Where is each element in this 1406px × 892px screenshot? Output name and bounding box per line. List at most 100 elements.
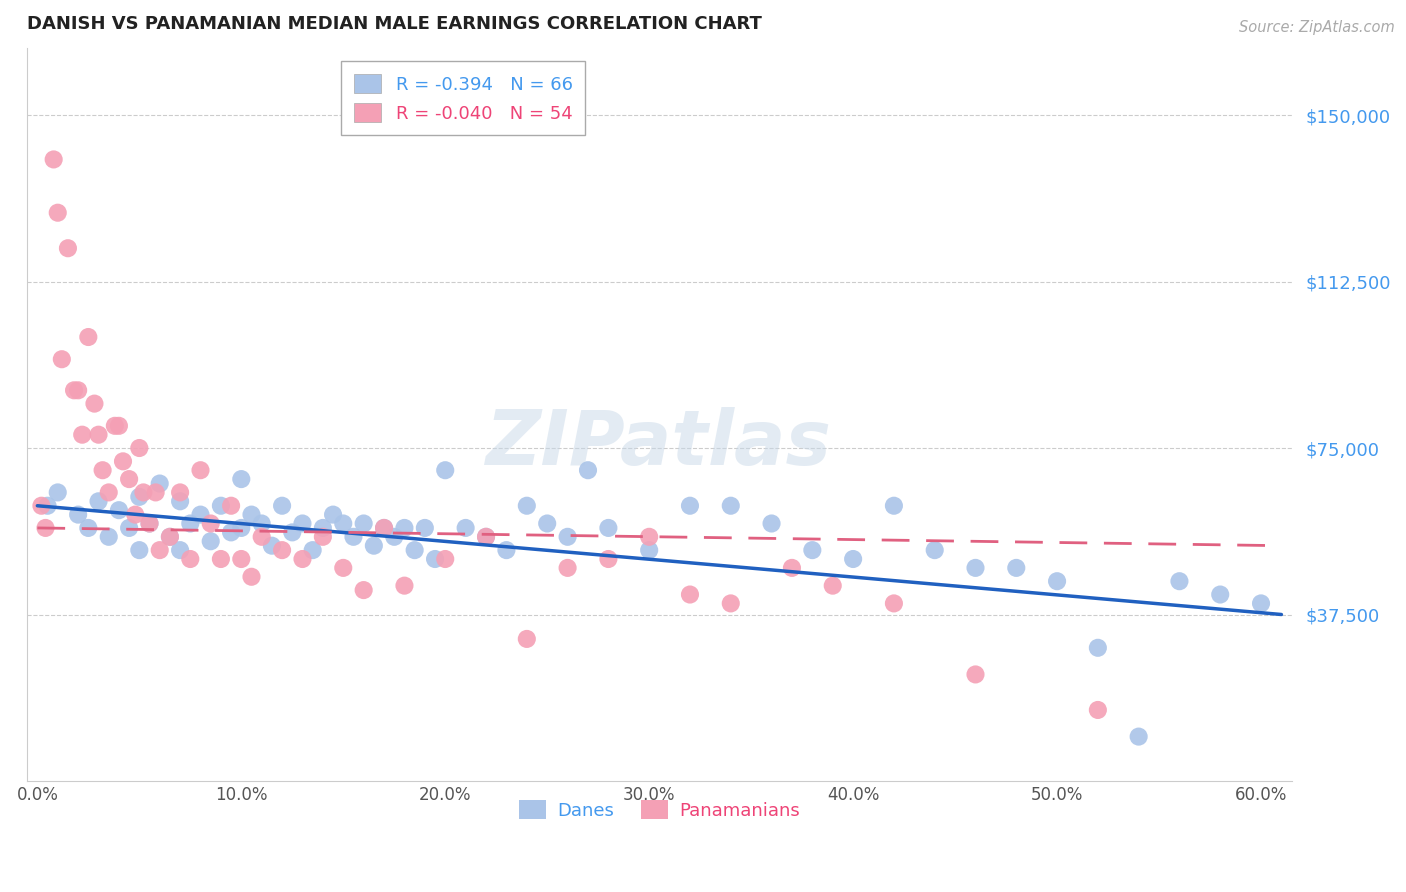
Point xyxy=(394,579,416,593)
Point xyxy=(128,490,150,504)
Point xyxy=(301,543,323,558)
Point xyxy=(475,530,498,544)
Point xyxy=(434,463,457,477)
Point xyxy=(1168,574,1191,589)
Point xyxy=(271,499,294,513)
Point xyxy=(434,552,457,566)
Point xyxy=(312,521,335,535)
Point xyxy=(363,539,385,553)
Point xyxy=(145,485,167,500)
Point xyxy=(1046,574,1069,589)
Point xyxy=(240,508,263,522)
Point xyxy=(801,543,824,558)
Point xyxy=(454,521,477,535)
Point xyxy=(720,499,742,513)
Point xyxy=(149,543,172,558)
Point xyxy=(70,427,93,442)
Point xyxy=(1250,596,1272,610)
Point xyxy=(91,463,114,477)
Point xyxy=(1087,640,1109,655)
Point xyxy=(638,543,661,558)
Point xyxy=(312,530,335,544)
Point xyxy=(1209,588,1232,602)
Point xyxy=(77,521,100,535)
Point xyxy=(598,521,620,535)
Point xyxy=(557,530,579,544)
Point xyxy=(250,516,273,531)
Point xyxy=(138,516,160,531)
Point xyxy=(46,205,69,219)
Point xyxy=(179,516,201,531)
Point xyxy=(67,384,90,398)
Point xyxy=(475,530,498,544)
Point xyxy=(67,508,90,522)
Text: Source: ZipAtlas.com: Source: ZipAtlas.com xyxy=(1239,20,1395,35)
Point xyxy=(63,384,86,398)
Point xyxy=(97,530,120,544)
Point xyxy=(231,472,253,486)
Point xyxy=(353,583,375,598)
Point xyxy=(281,525,304,540)
Point xyxy=(200,516,222,531)
Point xyxy=(87,494,110,508)
Point xyxy=(118,472,141,486)
Point xyxy=(209,499,232,513)
Point xyxy=(598,552,620,566)
Point xyxy=(423,552,446,566)
Point xyxy=(1087,703,1109,717)
Point xyxy=(83,396,105,410)
Point xyxy=(679,588,702,602)
Text: DANISH VS PANAMANIAN MEDIAN MALE EARNINGS CORRELATION CHART: DANISH VS PANAMANIAN MEDIAN MALE EARNING… xyxy=(27,15,762,33)
Point xyxy=(97,485,120,500)
Point xyxy=(576,463,599,477)
Point xyxy=(219,499,242,513)
Point xyxy=(159,530,181,544)
Point xyxy=(231,552,253,566)
Point xyxy=(37,499,59,513)
Point xyxy=(1005,561,1028,575)
Point xyxy=(373,521,395,535)
Point xyxy=(495,543,517,558)
Point xyxy=(260,539,283,553)
Point xyxy=(231,521,253,535)
Text: ZIPatlas: ZIPatlas xyxy=(486,407,832,481)
Point xyxy=(56,241,79,255)
Point xyxy=(342,530,364,544)
Point xyxy=(291,516,314,531)
Legend: Danes, Panamanians: Danes, Panamanians xyxy=(512,793,807,827)
Point xyxy=(124,508,146,522)
Point xyxy=(965,561,987,575)
Point xyxy=(34,521,56,535)
Point xyxy=(190,508,212,522)
Point xyxy=(780,561,803,575)
Point xyxy=(413,521,436,535)
Point xyxy=(108,418,131,433)
Point xyxy=(382,530,405,544)
Point xyxy=(30,499,52,513)
Point xyxy=(128,543,150,558)
Point xyxy=(42,153,65,167)
Point xyxy=(51,352,73,367)
Point xyxy=(373,521,395,535)
Point xyxy=(1128,730,1150,744)
Point xyxy=(250,530,273,544)
Point xyxy=(536,516,558,531)
Point xyxy=(883,499,905,513)
Point xyxy=(87,427,110,442)
Point xyxy=(291,552,314,566)
Point xyxy=(271,543,294,558)
Point xyxy=(111,454,134,468)
Point xyxy=(821,579,844,593)
Point xyxy=(190,463,212,477)
Point xyxy=(169,543,191,558)
Point xyxy=(240,570,263,584)
Point xyxy=(516,499,538,513)
Point xyxy=(883,596,905,610)
Point xyxy=(159,530,181,544)
Point xyxy=(219,525,242,540)
Point xyxy=(77,330,100,344)
Point xyxy=(149,476,172,491)
Point xyxy=(118,521,141,535)
Point xyxy=(394,521,416,535)
Point xyxy=(104,418,127,433)
